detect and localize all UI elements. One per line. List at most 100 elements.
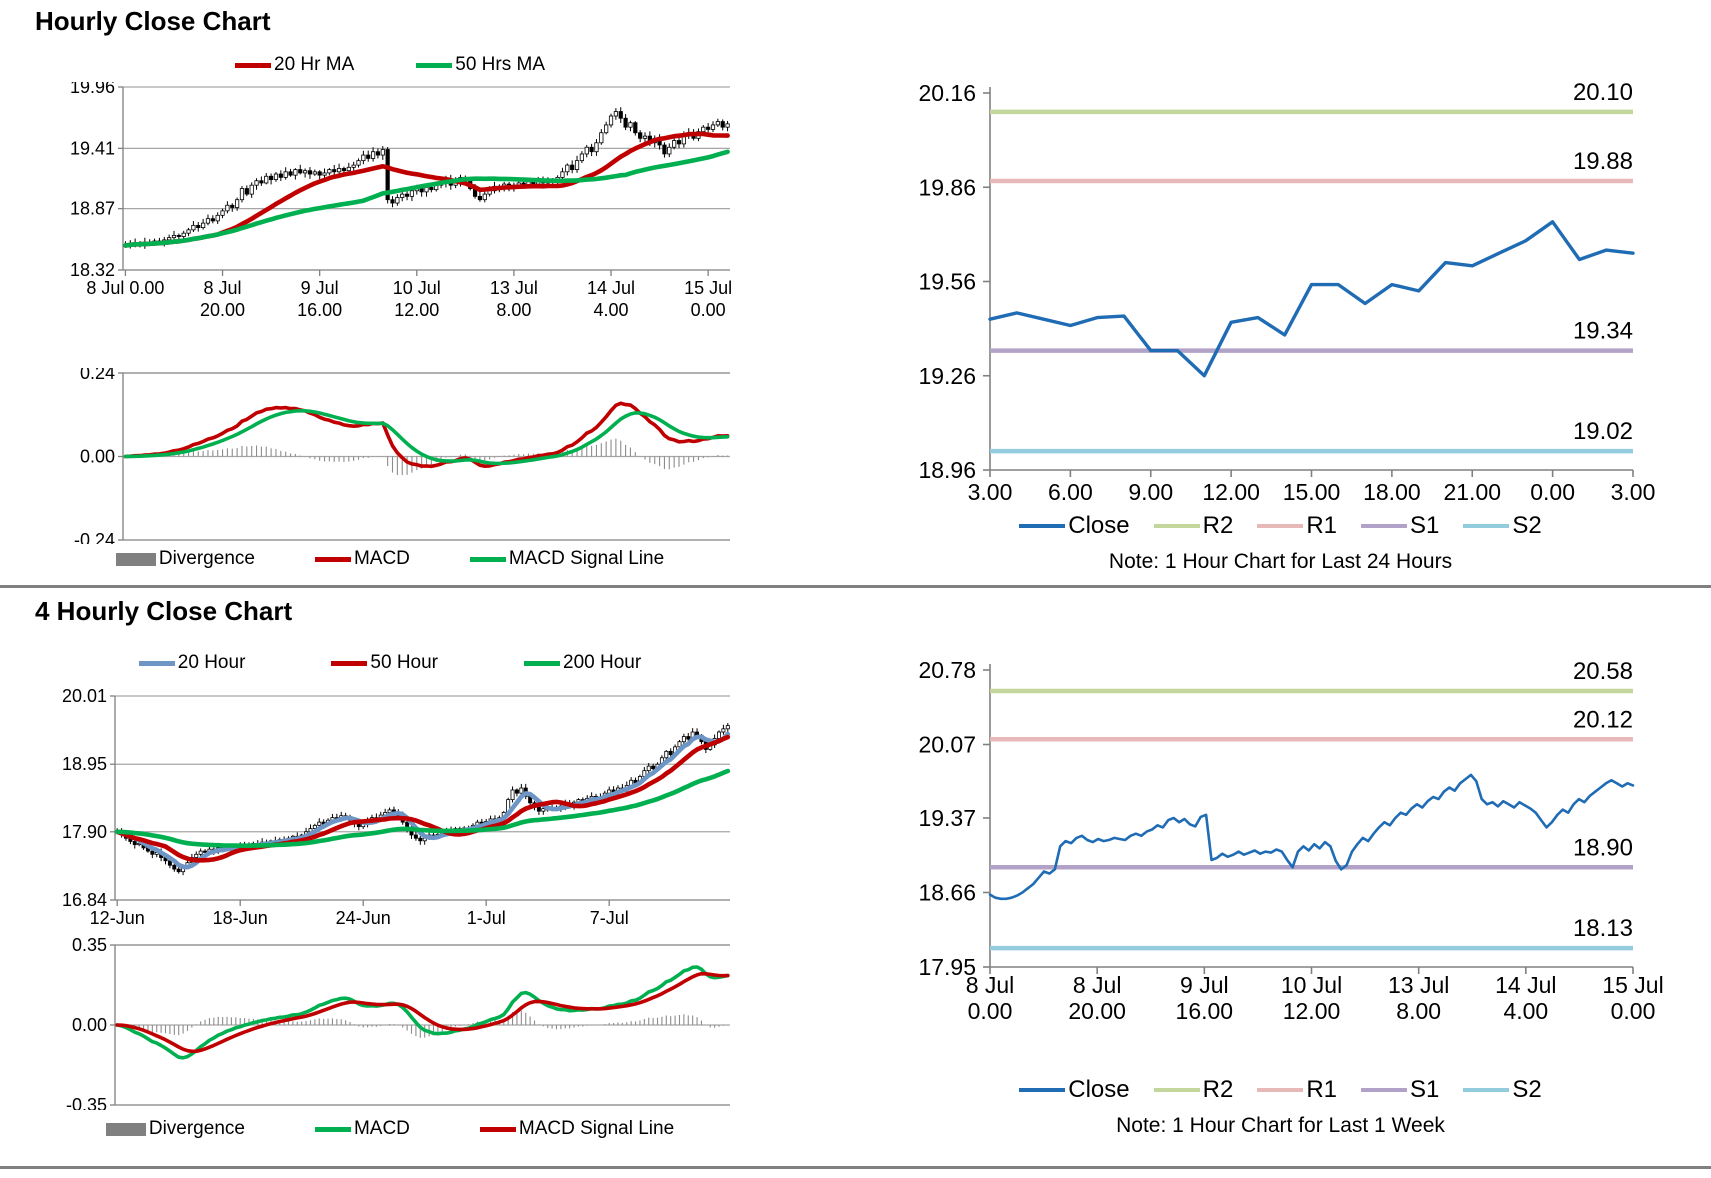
svg-text:9 Jul: 9 Jul	[1180, 972, 1229, 998]
legend-label: MACD Signal Line	[508, 548, 665, 569]
legend-label: S2	[1512, 512, 1542, 539]
svg-text:17.90: 17.90	[62, 822, 107, 842]
fourhourly-candle-legend: 20 Hour 50 Hour 200 Hour	[35, 652, 745, 674]
svg-text:0.00: 0.00	[1530, 479, 1575, 505]
svg-text:18.95: 18.95	[62, 754, 107, 774]
legend-label: MACD Signal Line	[518, 1118, 675, 1139]
legend-item-20-hour: 20 Hour	[138, 652, 246, 674]
legend-line-swatch	[524, 660, 561, 666]
svg-text:24-Jun: 24-Jun	[336, 908, 391, 928]
svg-text:8 Jul 0.00: 8 Jul 0.00	[86, 278, 164, 298]
legend-box-swatch	[105, 1122, 146, 1136]
pivot-24h-note: Note: 1 Hour Chart for Last 24 Hours	[1108, 550, 1453, 573]
svg-text:20.78: 20.78	[918, 657, 976, 683]
legend-line-swatch	[1463, 524, 1510, 528]
svg-text:19.34: 19.34	[1573, 318, 1633, 345]
legend-label: 20 Hour	[177, 652, 246, 673]
legend-item-close: Close	[1019, 512, 1130, 540]
svg-text:8 Jul: 8 Jul	[1073, 972, 1122, 998]
svg-text:20.00: 20.00	[200, 300, 245, 320]
svg-text:18-Jun: 18-Jun	[213, 908, 268, 928]
svg-text:10 Jul: 10 Jul	[393, 278, 441, 298]
legend-label: MACD	[353, 548, 410, 569]
svg-text:16.00: 16.00	[297, 300, 342, 320]
svg-text:20.16: 20.16	[918, 80, 976, 106]
legend-line-swatch	[314, 1126, 351, 1132]
svg-text:12.00: 12.00	[1283, 998, 1341, 1024]
legend-label: MACD	[353, 1118, 410, 1139]
legend-item-macd: MACD	[314, 1118, 410, 1140]
legend-label: 50 Hrs MA	[455, 54, 545, 75]
svg-text:21.00: 21.00	[1443, 479, 1501, 505]
legend-label: S2	[1512, 1076, 1542, 1103]
svg-text:18.13: 18.13	[1573, 915, 1633, 942]
svg-text:17.95: 17.95	[918, 954, 976, 980]
svg-text:4.00: 4.00	[594, 300, 629, 320]
legend-item-s2: S2	[1463, 1076, 1542, 1104]
legend-line-swatch	[479, 1126, 516, 1132]
legend-line-swatch	[1019, 1088, 1066, 1092]
svg-text:18.32: 18.32	[70, 260, 115, 280]
legend-line-swatch	[1019, 524, 1066, 528]
svg-text:18.96: 18.96	[918, 457, 976, 483]
legend-box-swatch	[115, 552, 156, 566]
section-divider	[0, 585, 1711, 588]
legend-item-r1: R1	[1257, 512, 1337, 540]
legend-line-swatch	[235, 62, 271, 68]
svg-text:0.00: 0.00	[691, 300, 726, 320]
legend-item-macd-signal-line: MACD Signal Line	[479, 1118, 675, 1140]
svg-text:13 Jul: 13 Jul	[1388, 972, 1449, 998]
svg-text:9 Jul: 9 Jul	[301, 278, 339, 298]
svg-text:14 Jul: 14 Jul	[1495, 972, 1556, 998]
legend-line-swatch	[1361, 524, 1407, 528]
svg-text:8.00: 8.00	[1396, 998, 1441, 1024]
svg-text:4.00: 4.00	[1503, 998, 1548, 1024]
svg-text:8.00: 8.00	[496, 300, 531, 320]
legend-label: 50 Hour	[370, 652, 439, 673]
svg-text:3.00: 3.00	[968, 479, 1013, 505]
legend-label: R1	[1306, 1076, 1337, 1103]
legend-line-swatch	[1153, 524, 1200, 528]
svg-text:9.00: 9.00	[1128, 479, 1173, 505]
svg-text:6.00: 6.00	[1048, 479, 1093, 505]
svg-text:13 Jul: 13 Jul	[490, 278, 538, 298]
legend-item-s2: S2	[1463, 512, 1542, 540]
svg-text:20.12: 20.12	[1573, 706, 1633, 733]
legend-line-swatch	[331, 660, 368, 666]
svg-text:15.00: 15.00	[1283, 479, 1341, 505]
svg-text:0.35: 0.35	[72, 938, 107, 955]
svg-text:20.07: 20.07	[918, 732, 976, 758]
legend-item-macd: MACD	[314, 548, 410, 570]
pivot-24h-legend: Close R2 R1 S1 S2	[850, 512, 1711, 540]
fourhourly-macd-chart: 0.35 0.00 -0.35	[66, 938, 730, 1110]
svg-text:19.56: 19.56	[918, 269, 976, 295]
legend-line-swatch	[1463, 1088, 1510, 1092]
svg-text:19.96: 19.96	[70, 82, 115, 97]
svg-text:20.10: 20.10	[1573, 79, 1633, 106]
hourly-candle-legend: 20 Hr MA 50 Hrs MA	[35, 54, 745, 76]
bottom-divider	[0, 1166, 1711, 1169]
legend-label: R1	[1306, 512, 1337, 539]
svg-text:0.00: 0.00	[72, 1015, 107, 1035]
legend-item-r2: R2	[1153, 512, 1233, 540]
legend-item-r1: R1	[1257, 1076, 1337, 1104]
svg-text:20.00: 20.00	[1068, 998, 1126, 1024]
legend-item-20-hr-ma: 20 Hr MA	[235, 54, 354, 76]
svg-text:16.00: 16.00	[1176, 998, 1234, 1024]
svg-text:14 Jul: 14 Jul	[587, 278, 635, 298]
svg-text:12.00: 12.00	[394, 300, 439, 320]
hourly-macd-chart: 0.24 0.00 -0.24	[74, 368, 730, 544]
legend-item-s1: S1	[1361, 1076, 1439, 1104]
legend-label: S1	[1410, 512, 1440, 539]
svg-text:18.90: 18.90	[1573, 834, 1633, 861]
svg-text:8 Jul: 8 Jul	[966, 972, 1015, 998]
svg-text:18.66: 18.66	[918, 879, 976, 905]
svg-text:0.00: 0.00	[968, 998, 1013, 1024]
svg-text:0.24: 0.24	[80, 368, 115, 383]
legend-line-swatch	[416, 62, 453, 68]
legend-item-200-hour: 200 Hour	[524, 652, 641, 674]
